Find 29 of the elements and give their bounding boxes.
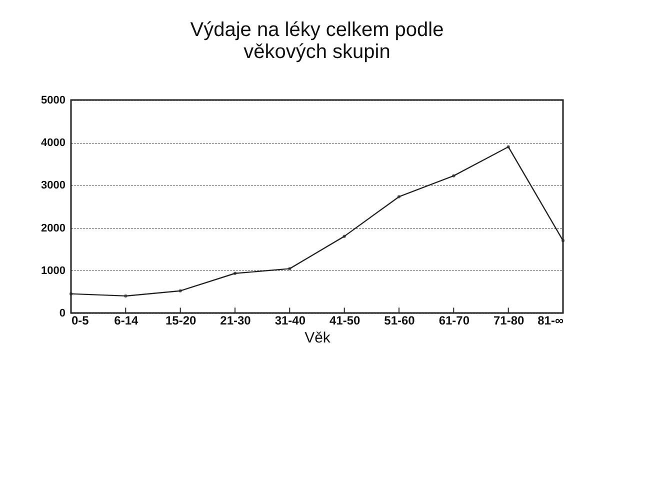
point [288,267,292,270]
y-tick-label: 4000 [41,137,66,150]
text: věkových skupin [244,41,390,63]
y-tick-label: 0 [59,308,66,320]
text: Výdaje na léky celkem podle [190,19,444,41]
x-tick-label: 15-20 [165,314,196,328]
point [397,195,401,198]
x-axis-title: Věk [304,330,331,346]
y-tick-label: 2000 [41,222,66,234]
x-tick-label: 21-30 [220,314,252,328]
x-tick-label: 61-70 [438,314,470,328]
point [561,239,565,242]
point [342,234,346,238]
point [506,145,510,148]
point [124,294,128,298]
x-tick-label: 71-80 [493,314,524,328]
x-tick-label: 41-50 [329,314,360,328]
point [178,289,182,292]
x-tick-label: 31-40 [274,314,306,328]
y-tick-label: 3000 [41,180,66,192]
x-tick-label: 51-60 [384,314,416,328]
y-tick-label: 5000 [41,94,66,106]
x-tick-label: 0-5 [72,314,90,328]
x-tick-label: 81-∞ [538,314,564,328]
point [452,174,456,178]
x-tick-label: 6-14 [114,314,138,328]
point [69,292,73,296]
point [233,272,237,275]
y-tick-label: 1000 [41,264,66,277]
